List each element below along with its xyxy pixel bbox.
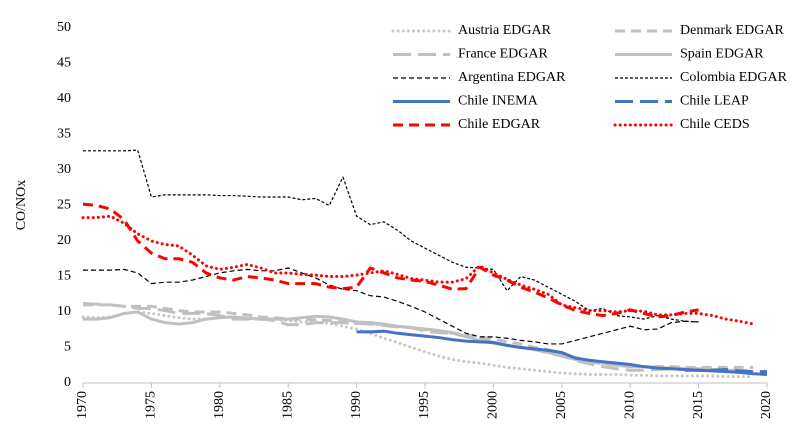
legend-label: Chile INEMA [458,94,539,109]
y-tick-label: 15 [57,269,71,284]
legend-label: Chile CEDS [680,117,750,132]
series-line [82,202,699,319]
y-tick-label: 50 [57,20,71,35]
legend-label: Chile EDGAR [458,117,541,132]
y-tick-label: 0 [64,375,71,390]
series-line [684,368,767,374]
series-line [82,301,754,374]
series-line [81,310,755,379]
legend-label: Chile LEAP [680,94,749,109]
y-axis-label: CO/NOx [14,180,29,231]
x-tick-label: 1980 [212,391,227,419]
y-tick-label: 35 [57,127,71,142]
x-tick-label: 1970 [75,391,90,419]
y-tick-label: 25 [57,198,71,213]
x-tick-label: 2020 [759,391,774,419]
legend-label: Denmark EDGAR [680,23,784,38]
x-tick-label: 1990 [349,391,364,419]
series-line [81,214,755,326]
x-tick-label: 2010 [622,391,637,419]
y-tick-label: 20 [57,233,71,248]
legend-label: Spain EDGAR [680,47,764,62]
x-tick-label: 1975 [144,391,159,419]
legend-label: France EDGAR [458,47,548,62]
y-tick-label: 10 [57,304,71,319]
x-tick-label: 1995 [417,391,432,419]
series-line [83,267,699,345]
y-tick-label: 45 [57,56,71,71]
y-tick-label: 40 [57,91,71,106]
x-tick-label: 2000 [486,391,501,419]
y-tick-label: 5 [64,340,71,355]
legend-label: Austria EDGAR [458,23,552,38]
legend-label: Colombia EDGAR [680,70,788,85]
y-tick-label: 30 [57,162,71,177]
series-line [83,310,754,374]
series-line [83,149,699,323]
x-tick-label: 2005 [554,391,569,419]
x-tick-label: 1985 [280,391,295,419]
legend-label: Argentina EDGAR [458,70,566,85]
x-tick-label: 2015 [691,391,706,419]
